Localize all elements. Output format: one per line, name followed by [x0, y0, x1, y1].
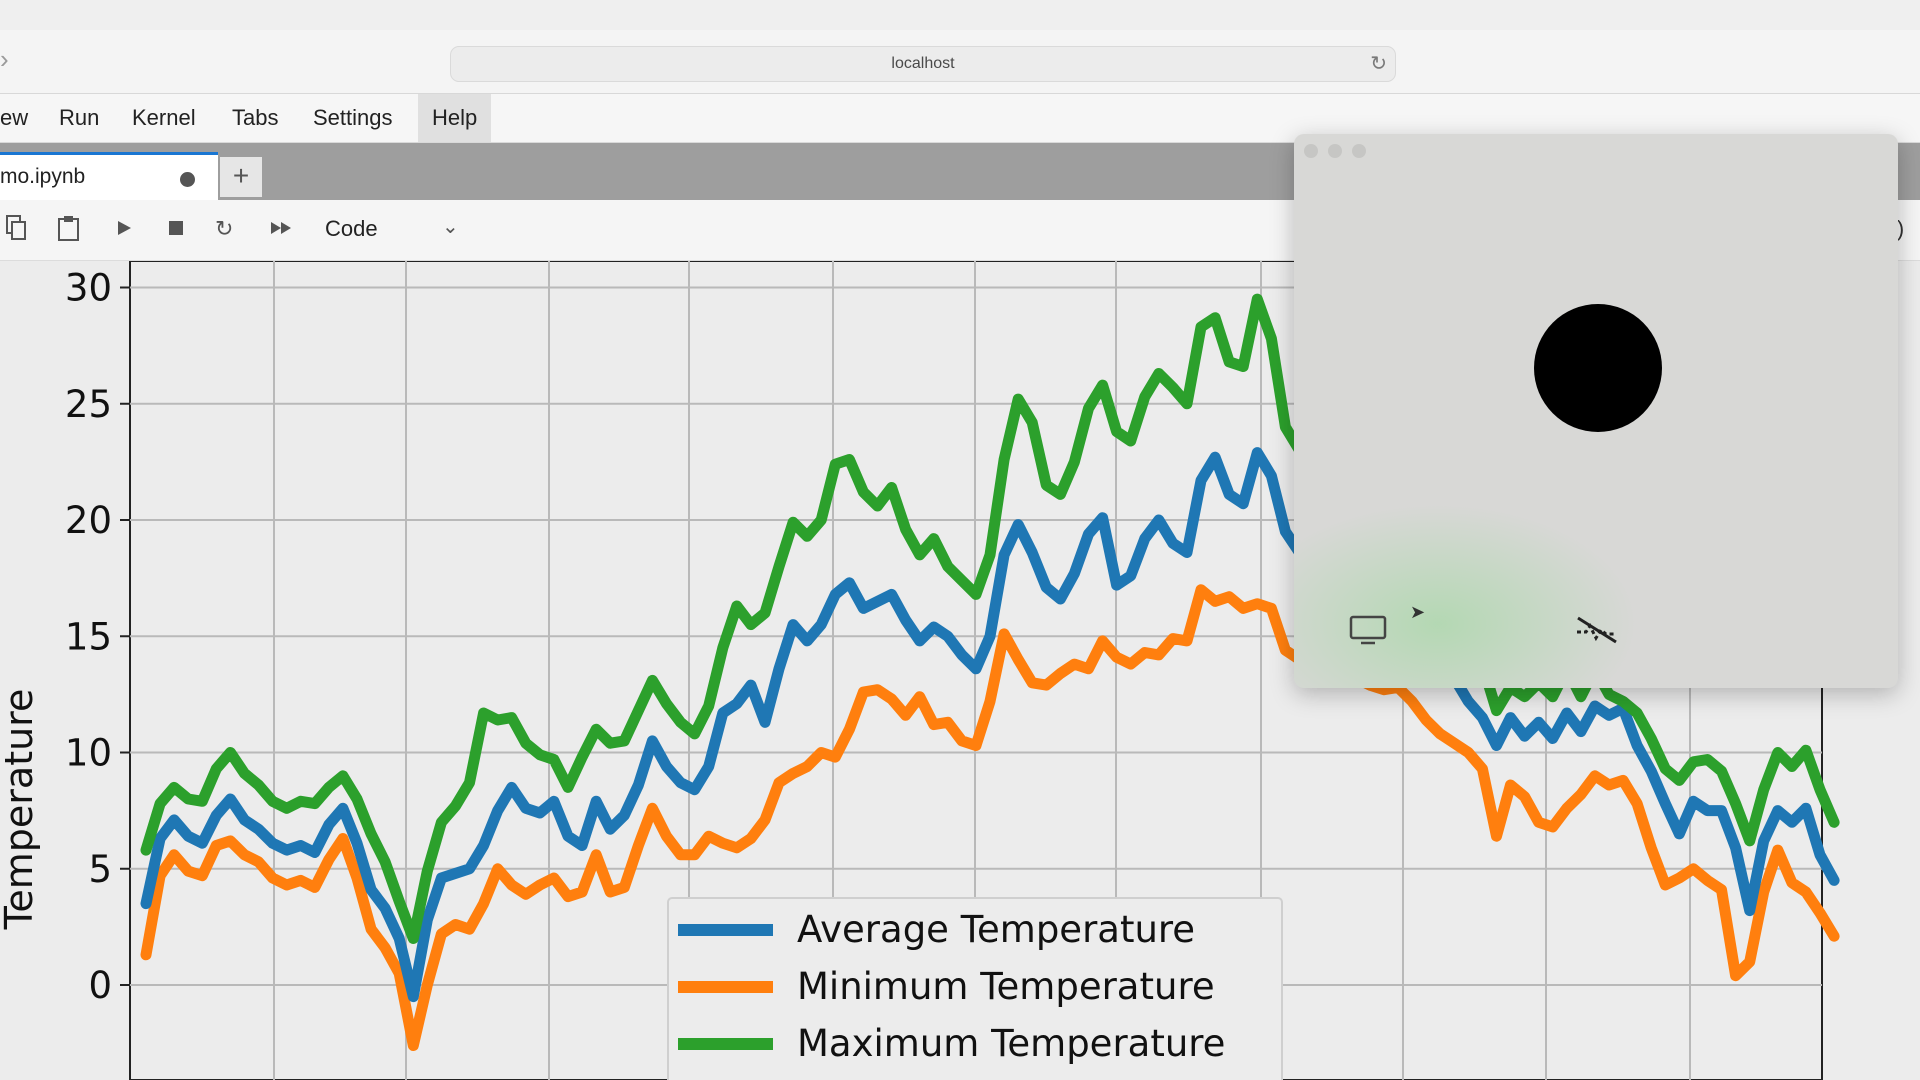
copy-icon[interactable]: [4, 214, 30, 250]
new-tab-button[interactable]: +: [220, 157, 262, 197]
y-tick-label: 5: [88, 848, 112, 891]
y-axis-label: Temperature: [0, 689, 41, 931]
series-lines: [140, 293, 1840, 1051]
chevron-down-icon[interactable]: ⌄: [442, 216, 459, 238]
legend-label-average: Average Temperature: [797, 908, 1195, 951]
y-tick-label: 20: [65, 499, 112, 542]
window-zoom-button[interactable]: [1352, 144, 1366, 158]
paste-icon[interactable]: [56, 214, 82, 250]
series-line-average: [140, 447, 1840, 1003]
menu-view[interactable]: ew: [0, 105, 29, 130]
restart-icon[interactable]: ↻: [215, 216, 234, 241]
y-tick-label: 15: [65, 615, 112, 658]
cell-type-select[interactable]: Code: [325, 216, 378, 241]
y-tick-label: 0: [88, 964, 112, 1007]
browser-titlebar: [0, 0, 1920, 31]
tab-label: mo.ipynb: [0, 165, 86, 188]
window-minimize-button[interactable]: [1328, 144, 1342, 158]
series-line-minimum: [140, 584, 1840, 1051]
y-tick-label: 25: [65, 383, 112, 426]
recorder-overlay-window[interactable]: ➤: [1294, 134, 1898, 688]
run-icon[interactable]: [114, 214, 134, 250]
legend-label-minimum: Minimum Temperature: [797, 965, 1215, 1008]
legend-box: [667, 897, 1283, 1080]
menu-tabs[interactable]: Tabs: [232, 105, 279, 130]
unsaved-dot-icon[interactable]: [180, 172, 195, 187]
chevron-right-icon[interactable]: ›: [0, 44, 9, 74]
menu-help[interactable]: Help: [418, 94, 492, 142]
menu-kernel[interactable]: Kernel: [132, 105, 196, 130]
url-text: localhost: [891, 55, 955, 72]
y-tick-label: 10: [65, 732, 112, 775]
run-all-icon[interactable]: [268, 214, 296, 250]
menu-run[interactable]: Run: [59, 105, 100, 130]
camera-off-icon[interactable]: [1572, 612, 1622, 651]
y-tick-label: 30: [65, 267, 112, 310]
pointer-icon: ➤: [1410, 602, 1426, 622]
stop-icon[interactable]: [166, 214, 186, 250]
tab-notebook[interactable]: mo.ipynb: [0, 152, 218, 200]
record-dot-icon[interactable]: [1534, 304, 1662, 432]
screen-icon[interactable]: [1348, 614, 1388, 651]
window-close-button[interactable]: [1304, 144, 1318, 158]
address-bar[interactable]: localhost ↻: [450, 46, 1396, 82]
menu-settings[interactable]: Settings: [313, 105, 393, 130]
legend: Average Temperature Minimum Temperature …: [667, 897, 1283, 1080]
series-line-maximum: [140, 293, 1840, 944]
overlay-glow: [1294, 494, 1654, 688]
legend-label-maximum: Maximum Temperature: [797, 1022, 1225, 1065]
y-ticks: 0 5 10 15 20 25 30: [65, 267, 130, 1007]
reload-icon[interactable]: ↻: [1370, 53, 1387, 75]
